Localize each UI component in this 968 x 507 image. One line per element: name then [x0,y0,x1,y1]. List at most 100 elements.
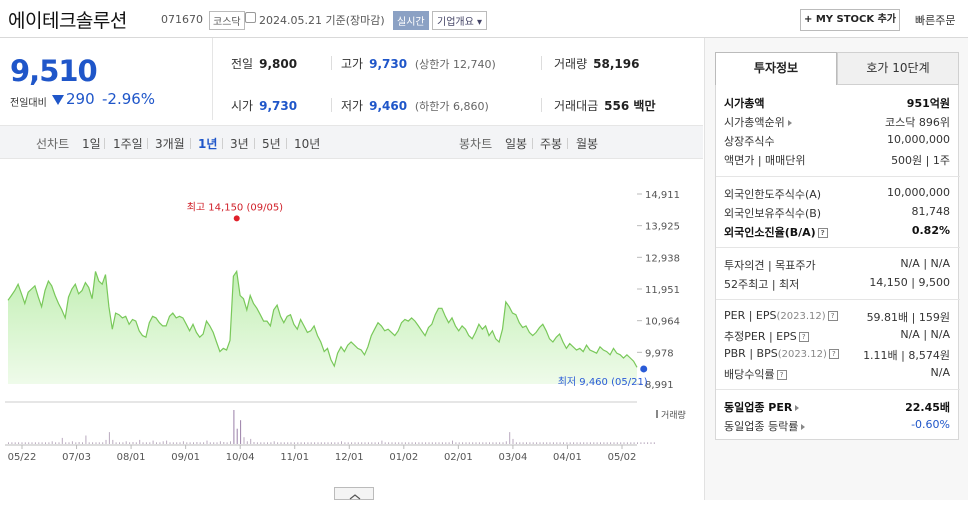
label: 외국인한도주식수(A) [724,188,822,201]
volume-bar [448,442,450,444]
help-icon[interactable]: ? [817,228,828,238]
stat-upper-limit: (상한가 12,740) [415,58,496,71]
row-foreign-hold: 외국인보유주식수(B) 81,748 [724,205,950,221]
volume-bar [529,442,531,444]
stat-high: 고가 9,730 (상한가 12,740) [341,55,496,72]
volume-bar [330,442,332,444]
volume-label: 거래량 [661,409,686,421]
row-market-cap-rank[interactable]: 시가총액순위 코스닥 896위 [724,114,950,130]
volume-bar [620,442,622,444]
company-overview-dropdown[interactable]: 기업개요 ▾ [432,11,487,30]
volume-bar [250,438,252,444]
volume-bar [576,442,578,444]
volume-bar [193,442,194,444]
volume-bar [277,442,279,444]
stat-value: 9,800 [259,57,298,71]
add-mystock-button[interactable]: + MY STOCK 추가 [800,9,900,31]
label: 외국인보유주식수(B) [724,207,822,220]
volume-bar [583,442,585,444]
y-axis: 8,991 9,978 10,964 11,951 12,938 13,925 14,911 [637,190,680,391]
volume-bar [411,442,413,444]
stat-value: 556 백만 [604,99,656,113]
volume-bar [314,442,316,444]
volume-bar [472,442,474,444]
low-point [640,365,648,373]
volume-bar [300,442,302,444]
label: 상장주식수 [724,135,775,148]
volume-bar [169,442,171,444]
tab-orderbook[interactable]: 호가 10단계 [837,52,959,85]
volume-bar [334,442,336,444]
volume-bar [293,442,295,444]
period-10y[interactable]: 10년 [294,137,321,151]
volume-bar [51,441,53,444]
period-1w[interactable]: 1주일 [113,137,143,151]
volume-bar [519,442,521,444]
volume-bar [55,442,57,444]
volume-bar [485,442,487,444]
volume-bar [209,442,211,444]
volume-bar [626,442,628,444]
volume-bar [122,442,124,444]
volume-bar [596,442,598,444]
volume-bar [273,441,275,444]
period-1y[interactable]: 1년 [198,137,218,151]
volume-legend-icon [656,410,658,418]
help-icon[interactable]: ? [828,349,839,359]
tab-invest-info[interactable]: 투자정보 [715,52,837,85]
volume-bar [45,442,46,444]
stat-label: (상한가 [414,58,450,71]
stat-value: 9,730 [369,57,408,71]
x-tick-label: 05/22 [8,452,37,463]
chart-collapse-button[interactable] [334,487,374,500]
volume-bar [230,441,231,444]
divider [716,299,960,300]
candle-weekly[interactable]: 주봉 [540,137,563,151]
volume-bar [536,442,538,444]
candle-daily[interactable]: 일봉 [505,137,528,151]
period-3m[interactable]: 3개월 [155,137,185,151]
change-label: 전일대비 [10,98,47,109]
label: 52주최고 | 최저 [724,278,800,291]
stat-label: 거래대금 [554,99,599,113]
volume-bar [502,442,504,444]
row-industry-change[interactable]: 동일업종 등락률 -0.60% [724,418,950,434]
volume-bar [374,442,376,444]
volume-bar [378,442,379,444]
label: 동일업종 PER [724,401,793,414]
volume-bar [415,442,416,444]
company-name: 에이테크솔루션 [8,10,127,32]
volume-bar [129,442,131,444]
row-industry-per[interactable]: 동일업종 PER 22.45배 [724,399,950,415]
value: 10,000,000 [887,186,950,199]
help-icon[interactable]: ? [798,332,809,342]
volume-bar [546,442,548,444]
volume-bar [216,442,218,444]
volume-bar [371,442,373,444]
period-5y[interactable]: 5년 [262,137,281,151]
volume-bar [38,442,40,444]
divider [104,138,105,149]
volume-bar [223,442,225,444]
period-1d[interactable]: 1일 [82,137,101,151]
realtime-button[interactable]: 실시간 [393,11,429,30]
volume-bar [606,442,608,444]
value: 10,000,000 [887,133,950,146]
volume-bar [290,442,292,444]
volume-bar [364,442,366,444]
stat-label: 고가 [341,57,364,71]
stat-trade-value: 거래대금 556 백만 [554,97,655,114]
y-tick-label: 11,951 [645,285,680,296]
quick-order-button[interactable]: 빠른주문 [915,14,956,27]
value: 951억원 [906,97,950,110]
candle-monthly[interactable]: 월봉 [576,137,599,151]
stat-value: 9,460 [369,99,408,113]
price-chart[interactable]: 8,991 9,978 10,964 11,951 12,938 13,925 14,911… [0,160,703,487]
period-3y[interactable]: 3년 [230,137,249,151]
volume-bar [24,442,26,444]
volume-bar [135,442,137,444]
stat-value: 12,740) [453,58,496,71]
stat-low: 저가 9,460 (하한가 6,860) [341,97,489,114]
help-icon[interactable]: ? [827,311,838,321]
help-icon[interactable]: ? [776,370,787,380]
